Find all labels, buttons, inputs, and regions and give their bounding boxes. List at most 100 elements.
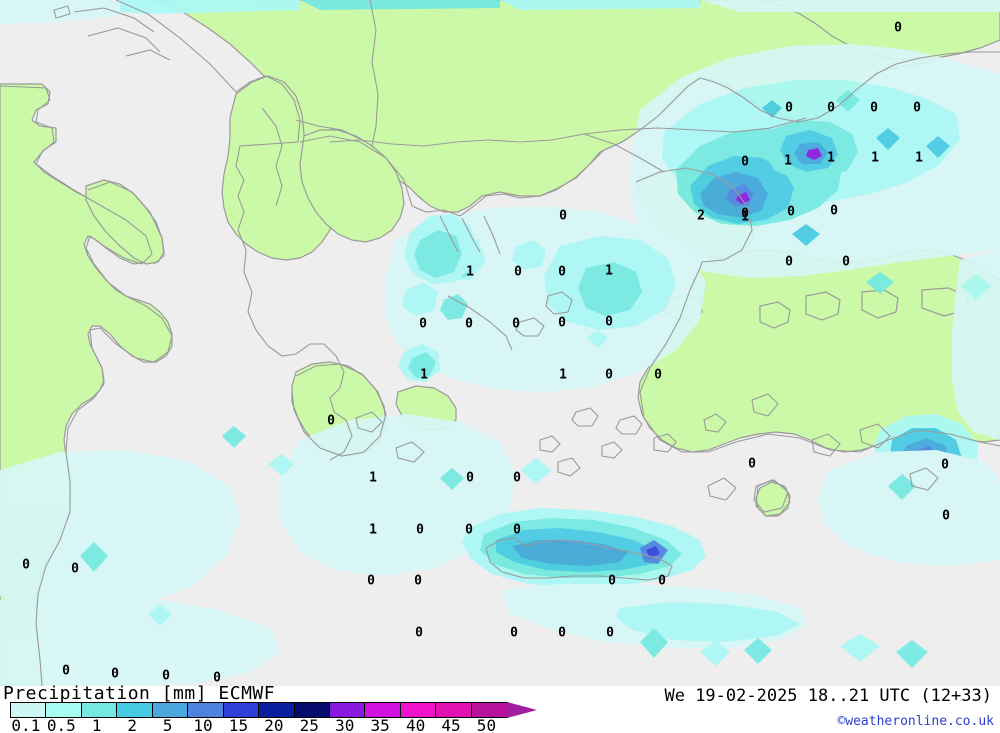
border-albania xyxy=(261,107,283,207)
coast-islands-adriatic4 xyxy=(53,5,71,19)
legend-tick-0.1: 0.1 xyxy=(11,716,41,733)
precip-aeg-f xyxy=(586,288,614,312)
precip-nw-strip5 xyxy=(700,0,1000,12)
coast-island-15 xyxy=(909,467,939,491)
legend-tick-45: 45 xyxy=(441,716,461,733)
precip-cell-d xyxy=(586,330,608,348)
coast-islands-adriatic2 xyxy=(87,27,161,53)
legend-tick-50: 50 xyxy=(476,716,497,733)
precip-cell-b xyxy=(268,454,294,476)
legend-tick-40: 40 xyxy=(405,716,426,733)
copyright-credit: ©weatheronline.co.uk xyxy=(837,714,994,729)
precip-nw-strip3 xyxy=(300,0,500,10)
precip-greece-w2 xyxy=(414,230,462,278)
precip-east-strip xyxy=(952,250,1000,440)
valid-time-stamp: We 19-02-2025 18..21 UTC (12+33) xyxy=(664,686,992,706)
coast-island-1 xyxy=(545,291,573,315)
precip-aeg-e xyxy=(512,240,546,270)
precip-ne-peak2 xyxy=(736,192,750,204)
precip-ne-blob2d xyxy=(806,148,822,160)
coast-island-7 xyxy=(539,435,561,453)
precip-cell-k xyxy=(888,474,916,500)
coast-island-12 xyxy=(753,479,789,513)
legend-swatch-0 xyxy=(11,703,47,717)
precip-sw-diamond2 xyxy=(148,604,172,626)
precip-cell-i xyxy=(896,640,928,668)
coast-italy xyxy=(0,85,173,686)
legend-tick-1: 1 xyxy=(91,716,102,733)
legend-swatch-7 xyxy=(259,703,295,717)
precip-cell-h xyxy=(840,634,880,662)
coastline-layer xyxy=(0,0,1000,686)
legend-swatch-5 xyxy=(188,703,224,717)
precip-aeg-d xyxy=(440,294,468,320)
legend-title: Precipitation [mm] ECMWF xyxy=(3,683,276,704)
legend-tick-35: 35 xyxy=(370,716,390,733)
precip-cell-l xyxy=(960,274,992,300)
coast-turkey-w2 xyxy=(635,167,753,269)
legend-swatch-1 xyxy=(46,703,82,717)
coast-rhodes xyxy=(755,479,791,517)
precip-ion-b xyxy=(408,352,436,378)
coast-anatolia-s xyxy=(639,267,1000,453)
coast-turkey-w xyxy=(699,51,1000,123)
precip-cell-g xyxy=(744,638,772,664)
coast-puglia xyxy=(87,181,165,265)
legend-tick-20: 20 xyxy=(264,716,284,733)
coast-island-5 xyxy=(601,441,623,459)
coast-islands-adriatic xyxy=(73,7,155,33)
legend-tick-15: 15 xyxy=(228,716,249,733)
land-puglia xyxy=(85,179,165,265)
legend-panel: Precipitation [mm] ECMWF 0.1 0.5 1 2 5 10 15 20… xyxy=(0,683,1000,733)
coast-island-11 xyxy=(707,477,737,501)
coast-island-8 xyxy=(557,457,581,477)
land-aegean-island-b xyxy=(759,301,791,329)
precip-se-faint xyxy=(818,450,1000,566)
coast-crete xyxy=(485,537,673,581)
border-nmacedonia xyxy=(295,119,363,141)
legend-tick-5: 5 xyxy=(162,716,173,733)
legend-swatch-13 xyxy=(471,703,508,717)
legend-swatch-9 xyxy=(329,703,366,717)
legend-swatch-4 xyxy=(152,703,189,717)
precip-nw-strip2 xyxy=(120,0,300,14)
precip-cell-a xyxy=(222,426,246,448)
coast-island-13 xyxy=(811,433,841,457)
legend-tick-25: 25 xyxy=(299,716,319,733)
precip-cell-e xyxy=(640,628,668,658)
precip-diamond-ne4 xyxy=(926,136,950,158)
color-scale-wrapper xyxy=(10,702,508,718)
legend-swatch-10 xyxy=(365,703,401,717)
precip-crete-core2 xyxy=(512,540,628,566)
legend-tick-2: 2 xyxy=(127,716,137,733)
border-greece-bulgaria xyxy=(329,133,585,147)
color-scale-ticks: 0.1 0.5 1 2 5 10 15 20 25 30 35 40 45 50 xyxy=(0,716,540,733)
coast-island-3 xyxy=(571,407,599,427)
precip-diamond-ne1 xyxy=(762,100,782,118)
legend-tick-0.5: 0.5 xyxy=(46,716,76,733)
coast-peloponnese xyxy=(291,363,387,457)
map-canvas xyxy=(0,0,1000,686)
precip-diamond-ne5 xyxy=(866,272,894,294)
precip-diamond-ne3 xyxy=(876,128,900,150)
border-serbia-bulgaria xyxy=(369,0,379,147)
coast-islands-adriatic3 xyxy=(125,49,171,61)
legend-tick-10: 10 xyxy=(193,716,213,733)
coast-greece-w xyxy=(255,329,353,461)
legend-swatch-12 xyxy=(436,703,472,717)
coast-island-16 xyxy=(395,441,425,463)
border-bulgaria-turkey xyxy=(583,133,665,173)
legend-swatch-8 xyxy=(294,703,330,717)
precip-cell-f xyxy=(700,640,730,666)
coast-island-14 xyxy=(859,423,891,449)
precip-diamond-ne6 xyxy=(792,224,820,246)
border-romania-bulgaria xyxy=(583,117,807,135)
precip-layer xyxy=(0,0,1000,686)
legend-tick-30: 30 xyxy=(335,716,355,733)
precip-cell-c xyxy=(440,468,464,490)
coast-euboea xyxy=(447,295,513,351)
precip-nw-strip4 xyxy=(500,0,700,10)
legend-swatch-3 xyxy=(117,703,153,717)
